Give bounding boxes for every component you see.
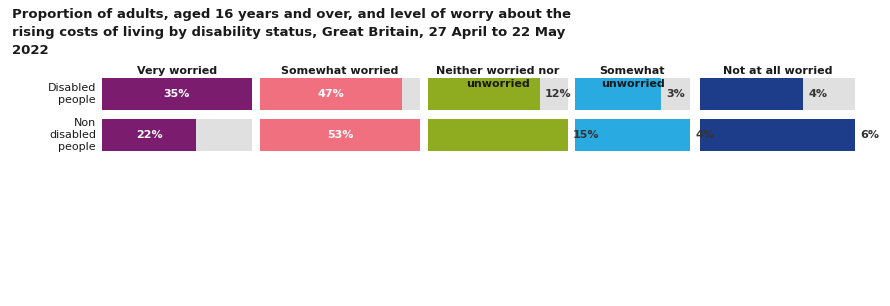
Text: 6%: 6% <box>860 130 879 140</box>
Text: Not at all worried: Not at all worried <box>723 66 832 76</box>
Bar <box>700 119 855 151</box>
Text: 4%: 4% <box>808 89 828 99</box>
Bar <box>700 78 804 110</box>
Bar <box>428 78 568 110</box>
Bar <box>575 78 690 110</box>
Text: 22%: 22% <box>136 130 163 140</box>
Bar <box>428 119 568 151</box>
Bar <box>260 119 420 151</box>
Bar <box>575 119 690 151</box>
Bar <box>102 78 252 110</box>
Text: 15%: 15% <box>573 130 600 140</box>
Bar <box>260 78 402 110</box>
Text: 53%: 53% <box>327 130 353 140</box>
Text: Disabled
people: Disabled people <box>48 83 96 105</box>
Text: Neither worried nor
unworried: Neither worried nor unworried <box>436 66 560 89</box>
Bar <box>260 119 420 151</box>
Text: Non
disabled
people: Non disabled people <box>49 118 96 152</box>
Bar <box>700 78 855 110</box>
Text: Somewhat
unworried: Somewhat unworried <box>600 66 665 89</box>
Bar <box>428 78 540 110</box>
Text: 12%: 12% <box>545 89 571 99</box>
Text: 3%: 3% <box>667 89 685 99</box>
Bar <box>102 119 197 151</box>
Bar <box>575 119 690 151</box>
Text: 4%: 4% <box>695 130 714 140</box>
Bar <box>575 78 661 110</box>
Text: 35%: 35% <box>164 89 190 99</box>
Text: Very worried: Very worried <box>137 66 217 76</box>
Bar <box>428 119 568 151</box>
Bar <box>700 119 855 151</box>
Bar <box>102 78 252 110</box>
Text: 47%: 47% <box>318 89 344 99</box>
Text: Somewhat worried: Somewhat worried <box>281 66 399 76</box>
Bar <box>102 119 252 151</box>
Text: Proportion of adults, aged 16 years and over, and level of worry about the
risin: Proportion of adults, aged 16 years and … <box>12 8 571 57</box>
Bar <box>260 78 420 110</box>
